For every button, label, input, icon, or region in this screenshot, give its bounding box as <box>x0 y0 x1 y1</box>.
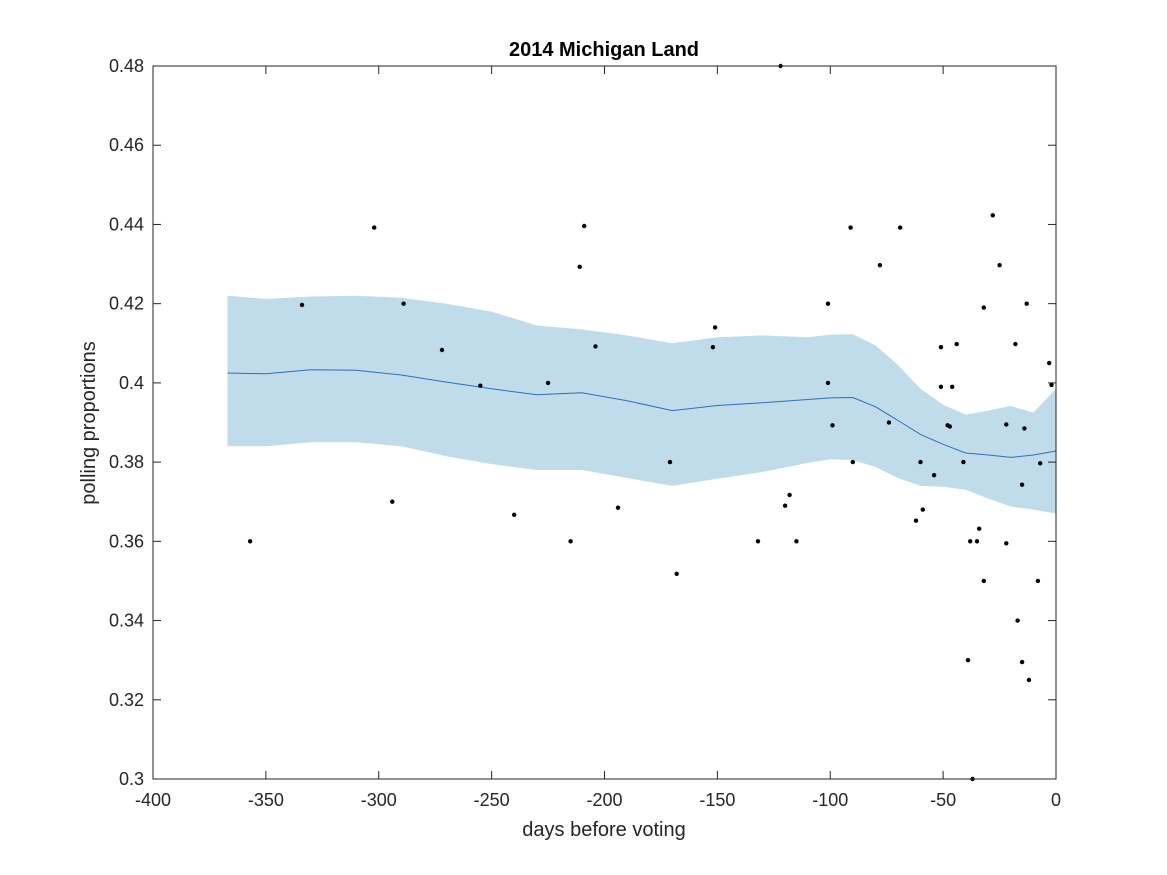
y-tick-label: 0.4 <box>119 373 144 393</box>
data-point <box>1035 578 1041 584</box>
data-point <box>247 539 253 544</box>
data-point <box>593 344 598 349</box>
y-tick-label: 0.32 <box>109 690 144 710</box>
data-point <box>997 263 1002 268</box>
data-point <box>1013 341 1018 347</box>
data-point <box>954 341 959 347</box>
data-point <box>938 345 944 350</box>
x-axis-label: days before voting <box>522 819 685 841</box>
data-point <box>1047 360 1052 366</box>
y-tick-label: 0.3 <box>119 769 144 789</box>
data-point <box>782 503 788 508</box>
data-point <box>977 526 982 531</box>
y-tick-label: 0.48 <box>109 56 144 76</box>
data-point <box>825 380 831 386</box>
data-point <box>886 420 892 425</box>
data-point <box>830 423 835 428</box>
x-tick-label: 0 <box>1051 790 1061 810</box>
y-tick-label: 0.34 <box>109 611 144 631</box>
data-point <box>1004 541 1009 546</box>
data-point <box>913 518 919 523</box>
data-point <box>968 539 973 544</box>
x-tick-label: -250 <box>474 790 510 810</box>
x-tick-label: -350 <box>248 790 284 810</box>
data-point <box>981 578 986 584</box>
data-point <box>577 264 582 269</box>
data-point <box>950 384 955 389</box>
confidence-band <box>227 295 1056 514</box>
data-point <box>931 473 937 478</box>
data-point <box>615 505 621 510</box>
x-tick-label: -150 <box>699 790 735 810</box>
y-tick-label: 0.46 <box>109 135 144 155</box>
data-point <box>1019 482 1025 487</box>
data-point <box>990 213 995 218</box>
x-tick-label: -100 <box>812 790 848 810</box>
y-tick-label: 0.42 <box>109 294 144 314</box>
data-point <box>918 459 923 465</box>
data-point <box>1026 677 1032 683</box>
y-tick-label: 0.36 <box>109 531 144 551</box>
data-point <box>1024 301 1029 306</box>
data-point <box>1022 426 1027 431</box>
data-point <box>1049 382 1054 388</box>
data-point <box>877 263 883 268</box>
data-point <box>401 301 406 306</box>
data-point <box>1019 659 1025 665</box>
data-point <box>674 571 679 576</box>
data-point <box>299 302 305 308</box>
data-point <box>898 225 903 230</box>
data-point <box>920 507 925 512</box>
data-point <box>1004 422 1009 427</box>
mean-trend-line <box>227 369 1057 458</box>
x-tick-label: -300 <box>361 790 397 810</box>
y-tick-label: 0.38 <box>109 452 144 472</box>
plot-area: -400 -350 -300 -250 -200 -150 -100 -50 0 0.3 0.32 0… <box>109 56 1061 810</box>
data-point <box>439 347 445 353</box>
chart-title: 2014 Michigan Land <box>509 39 699 61</box>
data-point <box>974 539 980 544</box>
data-point <box>545 380 551 386</box>
x-tick-label: -200 <box>586 790 622 810</box>
data-point <box>372 225 377 230</box>
data-point <box>981 305 986 310</box>
data-point <box>478 383 483 388</box>
data-point <box>787 492 792 498</box>
data-point <box>390 499 395 504</box>
data-point <box>848 225 853 230</box>
data-point <box>961 459 966 465</box>
data-point <box>794 539 799 544</box>
x-tick-label: -400 <box>135 790 171 810</box>
data-point <box>938 384 944 389</box>
data-point <box>1015 618 1020 623</box>
data-point <box>1038 461 1043 466</box>
data-point <box>582 223 587 229</box>
data-point <box>825 301 831 306</box>
data-point <box>712 325 718 330</box>
data-point <box>850 459 855 465</box>
data-point <box>755 539 761 544</box>
data-point <box>667 459 673 465</box>
x-tick-label: -50 <box>930 790 956 810</box>
data-point <box>947 424 953 429</box>
data-point <box>710 345 716 350</box>
data-point <box>568 539 573 544</box>
data-point <box>965 658 971 663</box>
data-point <box>512 512 517 517</box>
y-axis-label: polling proportions <box>78 341 100 504</box>
y-tick-label: 0.44 <box>109 214 144 234</box>
